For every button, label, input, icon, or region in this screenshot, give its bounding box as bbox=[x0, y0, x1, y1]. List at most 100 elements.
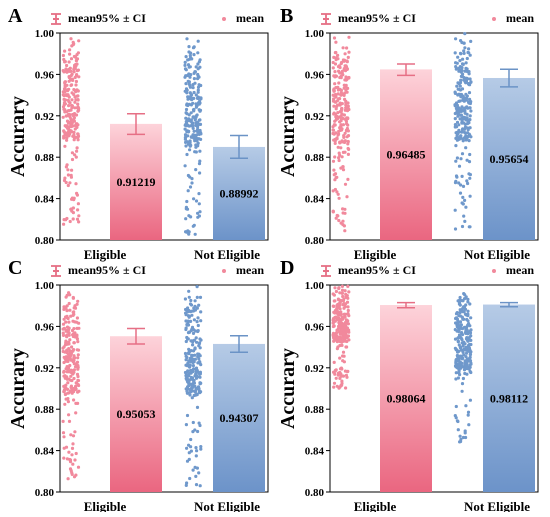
scatter-point bbox=[192, 306, 196, 310]
scatter-point bbox=[69, 74, 73, 78]
scatter-point bbox=[62, 384, 66, 388]
scatter-point bbox=[184, 140, 188, 144]
legend-mean-icon bbox=[492, 17, 496, 21]
scatter-point bbox=[337, 386, 341, 390]
scatter-point bbox=[74, 473, 78, 477]
scatter-point bbox=[191, 360, 195, 365]
scatter-point bbox=[346, 123, 350, 127]
scatter-point bbox=[458, 354, 462, 358]
scatter-point bbox=[71, 319, 75, 323]
scatter-point bbox=[460, 87, 465, 91]
scatter-point bbox=[465, 56, 469, 61]
scatter-point bbox=[188, 65, 192, 69]
scatter-point bbox=[459, 335, 463, 340]
scatter-point bbox=[457, 164, 462, 168]
scatter-point bbox=[69, 69, 73, 73]
scatter-point bbox=[193, 299, 197, 303]
scatter-point bbox=[461, 139, 465, 143]
scatter-point bbox=[195, 320, 199, 324]
scatter-point bbox=[456, 376, 460, 380]
scatter-point bbox=[459, 157, 463, 161]
scatter-point bbox=[465, 78, 469, 82]
scatter-point bbox=[468, 152, 472, 157]
scatter-point bbox=[332, 123, 336, 127]
scatter-point bbox=[332, 385, 336, 389]
scatter-point bbox=[196, 88, 200, 92]
scatter-point bbox=[184, 217, 188, 221]
scatter-point bbox=[332, 360, 336, 364]
scatter-point bbox=[69, 369, 73, 373]
scatter-point bbox=[334, 118, 338, 122]
scatter-point bbox=[338, 75, 342, 80]
scatter-point bbox=[346, 146, 350, 151]
scatter-point bbox=[453, 125, 457, 129]
scatter-point bbox=[333, 62, 338, 66]
scatter-point bbox=[345, 59, 349, 63]
scatter-point bbox=[189, 298, 193, 303]
scatter-point bbox=[76, 383, 80, 387]
scatter-point bbox=[70, 379, 74, 383]
scatter-point bbox=[456, 428, 460, 432]
scatter-point bbox=[187, 451, 191, 455]
scatter-point bbox=[196, 127, 200, 131]
scatter-point bbox=[77, 108, 81, 112]
scatter-point bbox=[463, 367, 467, 371]
x-category-label: Eligible bbox=[84, 247, 127, 262]
legend-mean-label: mean bbox=[506, 11, 534, 25]
bar-value-label: 0.95654 bbox=[490, 152, 529, 166]
scatter-point bbox=[198, 171, 202, 175]
legend-mean-label: mean bbox=[236, 263, 264, 277]
scatter-point bbox=[63, 110, 67, 114]
scatter-point bbox=[461, 376, 465, 381]
scatter-point bbox=[183, 67, 188, 71]
scatter-point bbox=[195, 340, 199, 344]
scatter-point bbox=[336, 316, 340, 320]
y-tick-label: 0.84 bbox=[35, 194, 55, 206]
scatter-point bbox=[344, 106, 348, 110]
scatter-point bbox=[468, 302, 472, 306]
scatter-point bbox=[196, 370, 200, 374]
bar-eligible bbox=[380, 305, 432, 492]
scatter-point bbox=[70, 91, 74, 95]
scatter-point bbox=[331, 324, 335, 329]
scatter-point bbox=[343, 182, 348, 186]
scatter-point bbox=[70, 390, 74, 394]
scatter-point bbox=[64, 180, 68, 185]
scatter-point bbox=[62, 317, 66, 321]
scatter-point bbox=[68, 101, 72, 105]
y-tick-label: 0.92 bbox=[35, 363, 55, 375]
scatter-point bbox=[75, 191, 79, 195]
legend-ci-mid bbox=[323, 270, 329, 272]
scatter-point bbox=[76, 138, 80, 142]
scatter-point bbox=[467, 101, 471, 105]
scatter-point bbox=[333, 141, 337, 145]
scatter-point bbox=[69, 78, 73, 82]
scatter-point bbox=[346, 312, 350, 316]
scatter-point bbox=[462, 297, 467, 301]
bar-value-label: 0.96485 bbox=[387, 148, 426, 162]
scatter-point bbox=[191, 420, 195, 425]
scatter-point bbox=[69, 433, 73, 437]
scatter-point bbox=[344, 302, 348, 306]
scatter-point bbox=[186, 369, 190, 373]
scatter-point bbox=[64, 341, 68, 345]
x-category-label: Eligible bbox=[354, 499, 397, 512]
scatter-point bbox=[69, 173, 73, 177]
scatter-point bbox=[186, 73, 190, 78]
scatter-point bbox=[341, 46, 345, 50]
y-tick-label: 1.00 bbox=[35, 280, 55, 292]
scatter-point bbox=[72, 138, 76, 142]
scatter-point bbox=[199, 83, 203, 88]
scatter-point bbox=[331, 159, 336, 163]
scatter-point bbox=[199, 310, 203, 314]
scatter-point bbox=[73, 106, 77, 110]
scatter-point bbox=[460, 152, 465, 156]
scatter-point bbox=[347, 50, 351, 54]
scatter-point bbox=[196, 144, 200, 148]
scatter-point bbox=[468, 83, 472, 87]
scatter-point bbox=[197, 202, 201, 206]
scatter-point bbox=[184, 87, 189, 91]
scatter-point bbox=[63, 176, 67, 180]
scatter-point bbox=[62, 370, 66, 374]
scatter-point bbox=[61, 115, 65, 119]
